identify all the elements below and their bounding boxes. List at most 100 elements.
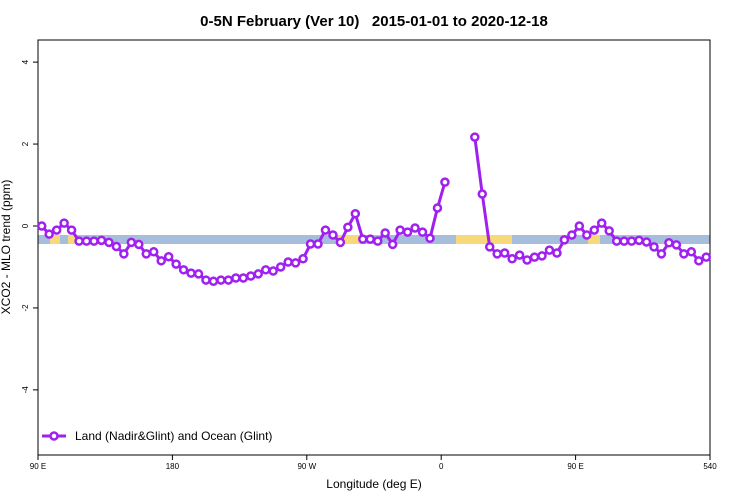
data-point [432,203,443,213]
data-point [148,247,159,257]
data-point [290,258,301,268]
data-point [119,249,129,259]
data-point [514,250,525,260]
data-point [201,275,211,285]
data-point [156,256,166,266]
data-point [559,235,570,245]
data-point [134,239,144,250]
data-point [492,249,502,259]
data-point [268,266,278,276]
data-point [701,252,712,262]
data-point [238,273,249,283]
land-band [456,235,512,244]
y-tick-label: 2 [21,141,30,146]
data-point [59,218,69,228]
data-point [537,251,547,261]
y-axis-label: XCO2 - MLO trend (ppm) [0,180,13,315]
data-point [641,237,652,247]
data-point [104,237,114,248]
land-band [588,235,600,244]
data-point [141,249,152,259]
data-point [343,222,353,232]
x-axis-label: Longitude (deg E) [326,477,421,491]
data-point [231,273,241,283]
data-point [275,262,286,272]
data-point [671,240,682,250]
data-point [126,237,137,248]
y-tick-label: -2 [21,304,30,312]
data-point [410,223,420,233]
data-point [507,254,517,264]
x-tick-label: 180 [166,462,180,471]
data-point [186,268,196,278]
x-tick-label: 90 E [30,462,46,471]
data-point [552,248,562,258]
x-tick-label: 0 [439,462,444,471]
y-tick-label: -4 [21,386,30,394]
data-point [298,254,308,264]
data-point [484,242,495,252]
data-point [656,249,667,259]
data-point [522,255,532,265]
data-point [679,249,689,259]
data-point [253,269,264,279]
chart-title: 0-5N February (Ver 10) 2015-01-01 to 202… [200,13,548,30]
data-point [470,132,480,142]
data-point [335,237,346,248]
data-point [305,239,316,249]
data-point [163,251,174,262]
data-point [582,230,592,240]
data-point [634,235,644,246]
data-point [567,230,577,240]
data-point [589,225,600,235]
data-point [208,276,219,287]
data-point [387,239,398,250]
data-point [44,229,54,239]
data-point [216,275,226,285]
data-point [395,225,405,235]
data-point [440,177,450,187]
data-point [283,257,293,267]
data-point [223,275,234,285]
data-point [320,225,331,235]
data-point [477,189,488,199]
data-point [686,247,697,257]
data-point [74,236,84,246]
land-band [50,235,60,244]
data-point [260,265,271,275]
data-point [51,225,62,235]
data-point [574,221,585,231]
data-point [619,236,629,246]
data-point [664,238,674,248]
x-tick-label: 90 W [297,462,316,471]
data-point [328,230,338,240]
plot-frame [37,39,711,456]
data-point [626,236,637,246]
data-point [111,241,122,252]
data-point [246,271,256,281]
data-point [350,208,361,219]
data-point [372,236,383,246]
data-point [365,234,376,244]
data-point [611,236,622,246]
data-point [193,269,204,279]
data-point [417,227,428,237]
data-point [544,245,555,255]
data-point [380,228,390,238]
data-point [499,248,510,258]
data-point [66,225,77,235]
data-point [313,239,323,249]
y-tick-label: 4 [21,59,30,64]
data-point [604,226,614,236]
data-point [178,265,189,275]
data-point [694,256,704,266]
land-band [68,235,76,244]
data-point [649,242,659,252]
data-point [81,236,92,246]
data-point [358,234,368,244]
data-point [36,221,47,231]
x-tick-label: 90 E [567,462,583,471]
y-tick-label: 0 [21,223,30,228]
